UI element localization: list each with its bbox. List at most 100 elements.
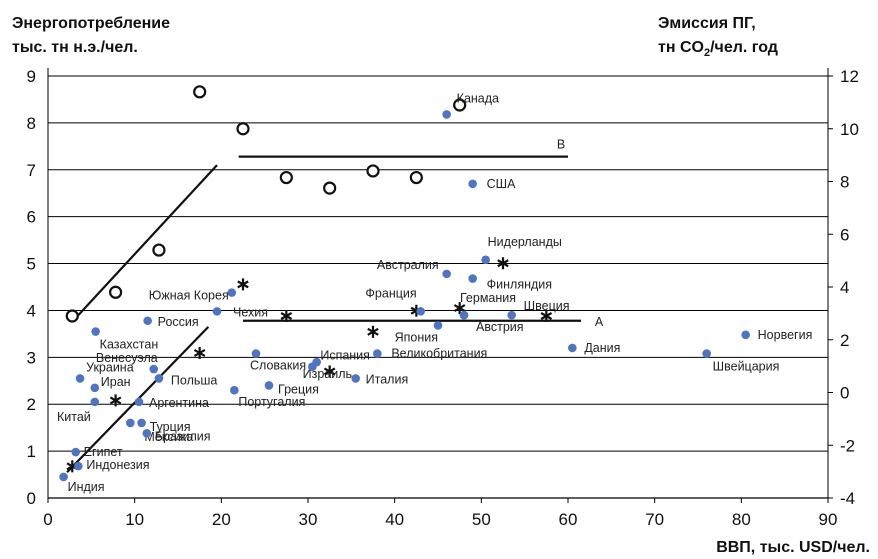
ghg-circle-marker [108,285,123,299]
energy-data-point [59,472,68,482]
energy-data-point [741,330,750,340]
country-label: Италия [366,372,409,386]
country-label: Китай [57,410,91,424]
right-axis-header-text: тн CO [658,39,704,56]
y2-tick-label: 6 [840,225,849,244]
country-label: Дания [584,341,620,355]
country-label: Великобритания [391,347,487,361]
energy-data-point [702,349,711,358]
energy-data-point [71,447,81,457]
country-label: Россия [158,315,199,329]
x-tick-label: 70 [645,510,664,529]
ghg-circle-marker [366,164,380,178]
country-label: Португалия [238,395,305,409]
ghg-circle-marker [279,170,293,185]
asterisk-stroke [109,396,122,405]
country-label: Швеция [524,299,570,313]
y2-tick-label: 8 [840,173,849,192]
right-axis-header-line2: тн CO2/чел. год [658,39,778,59]
country-label: Финляндия [487,278,552,292]
energy-data-point [230,385,239,395]
energy-data-point [507,310,516,320]
y-tick-label: 2 [27,395,36,414]
ghg-asterisk-marker [540,310,553,323]
ghg-circle-marker [409,170,423,185]
country-label: Казахстан [100,338,159,352]
ghg-asterisk-marker [280,310,293,323]
country-label: Венесуэла [96,351,158,365]
y-tick-label: 3 [27,348,36,367]
y2-tick-label: 2 [840,331,849,350]
y-tick-label: 8 [27,114,36,133]
country-label: Израиль [303,367,352,381]
energy-data-point [75,374,85,383]
ghg-asterisk-marker [367,325,379,338]
country-label: Польша [171,373,217,387]
x-tick-label: 60 [559,510,578,529]
ghg-circle-marker [65,309,79,323]
markers [65,85,553,473]
country-label: Мексика [144,430,193,444]
ghg-circle-marker [323,181,337,195]
asterisk-stroke [280,312,293,320]
ghg-asterisk-marker [193,346,206,359]
energy-data-point [137,418,146,428]
country-label: Германия [460,291,516,305]
x-tick-label: 80 [732,510,751,529]
energy-data-point [433,321,443,330]
ghg-circle-marker [193,85,207,99]
energy-data-point [227,288,237,297]
y-tick-label: 1 [27,442,36,461]
country-label: Швейцария [713,360,780,374]
energy-data-point [264,381,274,390]
country-label: Чехия [233,305,268,319]
country-label: Австралия [377,258,439,272]
y-tick-label: 9 [27,67,36,86]
x-tick-label: 0 [43,510,52,529]
ghg-asterisk-marker [237,278,249,291]
country-label: Австрия [476,320,524,334]
energy-data-point [134,397,144,407]
country-label: Япония [395,330,438,344]
ghg-circle-marker [453,98,467,112]
ghg-asterisk-marker [323,365,336,378]
x-tick-label: 40 [385,510,404,529]
energy-data-point [90,383,100,393]
energy-data-point [351,374,360,383]
energy-data-point [126,418,135,428]
energy-data-point [149,364,159,374]
asterisk-stroke [453,304,466,313]
energy-data-point [416,307,425,316]
asterisk-stroke [193,348,206,357]
country-label: Турция [150,420,191,434]
x-tick-label: 10 [125,510,144,529]
ghg-circle-marker [236,122,250,136]
country-label: Аргентина [149,396,209,410]
right-axis-header-line1: Эмиссия ПГ, [658,15,756,32]
x-tick-label: 20 [212,510,231,529]
ghg-asterisk-marker [497,257,509,270]
ghg-asterisk-marker [109,394,122,407]
y2-tick-label: -4 [840,489,855,508]
reference-line [77,164,218,316]
energy-data-point [568,343,577,353]
x-tick-label: 50 [472,510,491,529]
energy-data-point [373,349,382,358]
y2-tick-label: -2 [840,436,855,455]
country-label: Испания [320,349,370,363]
grid [48,75,828,452]
asterisk-stroke [323,367,336,376]
energy-data-point [308,362,317,372]
country-label: Норвегия [758,328,813,342]
country-label: Канада [457,91,499,105]
asterisk-stroke [237,280,249,289]
left-axis-header-line2: тыс. тн н.э./чел. [12,39,138,56]
country-label: Словакия [250,359,306,373]
ghg-circle-marker [152,243,166,257]
energy-data-point [459,310,469,320]
x-tick-label: 90 [819,510,838,529]
x-axis-label: ВВП, тыс. USD/чел. [716,539,870,556]
energy-data-point [74,461,83,471]
